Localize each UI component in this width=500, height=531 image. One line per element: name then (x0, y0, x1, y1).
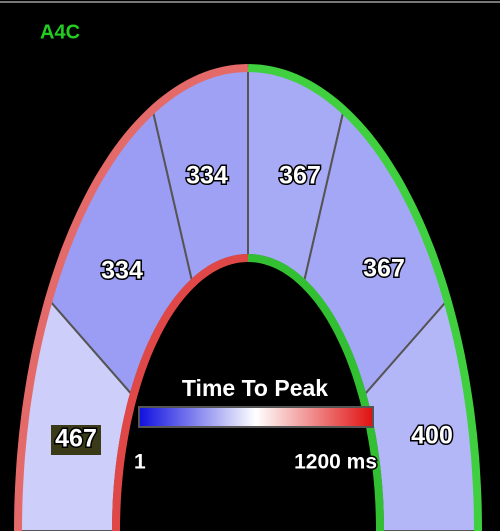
legend-title: Time To Peak (182, 375, 328, 401)
legend-min: 1 (134, 451, 146, 474)
view-label: A4C (40, 21, 80, 43)
segment-value: 400 (411, 422, 453, 450)
segment-value: 367 (363, 255, 405, 283)
outer-rim-left (14, 64, 249, 531)
segment-value: 467 (55, 425, 97, 453)
outer-rim-right (247, 64, 482, 531)
label-highlight (51, 425, 101, 455)
segment-labels: 467 334 334 367 367 400 (51, 160, 454, 455)
rims (14, 64, 482, 531)
legend: Time To Peak 1 1200 ms (133, 374, 379, 475)
segment-value: 367 (279, 162, 321, 190)
segment-value: 334 (101, 257, 143, 285)
legend-max: 1200 ms (294, 451, 377, 474)
segment-value: 334 (186, 162, 228, 190)
inner-rim-left (112, 254, 249, 531)
color-scale (138, 406, 374, 428)
inner-rim-right (247, 254, 384, 531)
